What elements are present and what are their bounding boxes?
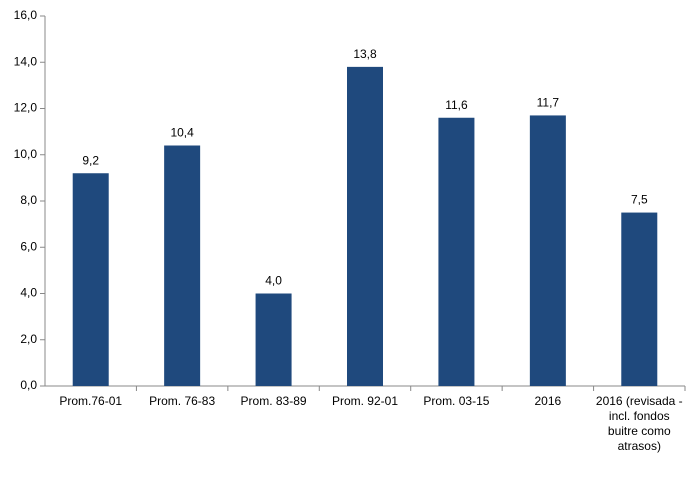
x-tick-label-box: 2016 (revisada - incl. fondos buitre com… xyxy=(595,394,683,453)
y-tick-label: 4,0 xyxy=(20,286,37,300)
bar xyxy=(347,66,383,386)
value-label: 9,2 xyxy=(82,153,99,167)
x-tick-label-box: 2016 xyxy=(534,394,562,408)
value-label: 7,5 xyxy=(631,193,648,207)
x-tick-label-box: Prom.76-01 xyxy=(59,394,123,408)
x-tick-label: Prom. 76-83 xyxy=(149,394,216,408)
y-tick-label: 2,0 xyxy=(20,332,37,346)
x-tick-label: 2016 (revisada - incl. fondos buitre com… xyxy=(595,394,683,453)
x-tick-label: Prom. 92-01 xyxy=(331,394,398,408)
value-label: 13,8 xyxy=(353,47,377,61)
x-tick-label-box: Prom. 03-15 xyxy=(423,394,490,408)
x-tick-label-box: Prom. 76-83 xyxy=(149,394,216,408)
x-tick-label-box: Prom. 92-01 xyxy=(331,394,398,408)
y-tick-label: 16,0 xyxy=(14,8,38,22)
y-tick-label: 10,0 xyxy=(14,147,38,161)
bar xyxy=(529,115,566,386)
y-tick-label: 8,0 xyxy=(20,193,37,207)
bar xyxy=(438,117,475,386)
x-tick-label-box: Prom. 83-89 xyxy=(240,394,307,408)
value-label: 11,6 xyxy=(445,98,468,112)
x-tick-label: Prom. 03-15 xyxy=(423,394,490,408)
y-tick-label: 0,0 xyxy=(20,378,37,392)
bar xyxy=(621,212,658,386)
bar xyxy=(72,173,109,386)
x-tick-label: Prom. 83-89 xyxy=(240,394,307,408)
value-label: 10,4 xyxy=(170,126,194,140)
value-label: 11,7 xyxy=(537,96,560,110)
bar xyxy=(255,293,292,386)
y-tick-label: 6,0 xyxy=(20,239,37,253)
y-tick-label: 12,0 xyxy=(14,101,38,115)
value-label: 4,0 xyxy=(265,274,282,288)
bar xyxy=(164,145,201,386)
y-tick-label: 14,0 xyxy=(14,54,38,68)
x-tick-label: 2016 xyxy=(534,394,562,408)
x-tick-label: Prom.76-01 xyxy=(59,394,123,408)
